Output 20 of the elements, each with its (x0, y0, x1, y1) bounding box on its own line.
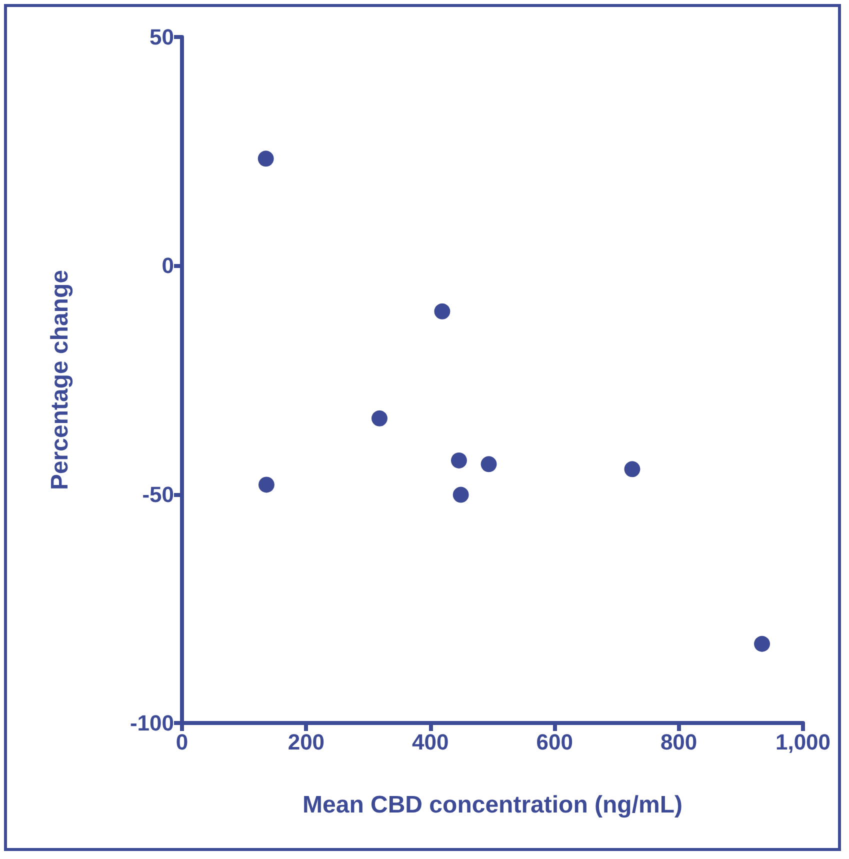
y-tick-label: -100 (130, 710, 174, 736)
x-axis-title: Mean CBD concentration (ng/mL) (302, 792, 683, 818)
point (450, 452, 467, 468)
point (452, 486, 469, 503)
x-tick-label: 400 (412, 730, 449, 754)
point (754, 636, 770, 652)
point (480, 456, 497, 472)
y-axis-title: Percentage change (46, 270, 74, 490)
point (624, 461, 640, 478)
x-tick-label: 1,000 (775, 730, 831, 754)
x-tick-label: 200 (288, 730, 325, 754)
point (258, 150, 274, 167)
y-tick-label: 0 (162, 253, 174, 278)
point (434, 303, 450, 320)
x-tick-label: 600 (536, 730, 573, 754)
y-tick-label: -50 (142, 482, 174, 507)
point (258, 476, 274, 493)
point (371, 410, 388, 426)
y-tick-label: 50 (150, 24, 174, 50)
x-tick-label: 800 (660, 730, 698, 754)
